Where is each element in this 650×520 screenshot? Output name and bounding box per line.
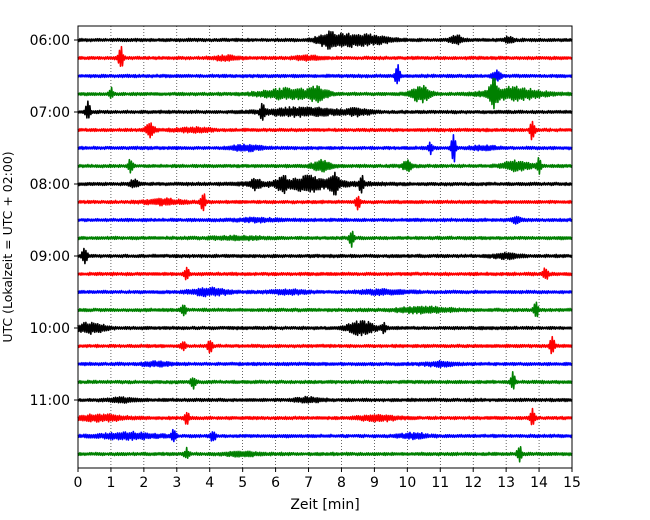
trace-row (77, 319, 573, 337)
y-tick-label: 08:00 (30, 177, 70, 193)
trace-rows (77, 30, 573, 463)
trace-row (77, 156, 573, 175)
trace-row (77, 215, 573, 225)
x-tick-label: 5 (238, 475, 247, 491)
y-tick-label: 09:00 (30, 249, 70, 265)
trace-row (77, 407, 573, 426)
y-axis-label: UTC (Lokalzeit = UTC + 02:00) (0, 151, 15, 342)
trace-row (77, 120, 573, 141)
trace-row (77, 64, 573, 85)
trace-row (77, 30, 573, 50)
trace-row (77, 266, 573, 281)
y-tick-label: 10:00 (30, 321, 70, 337)
trace-row (77, 171, 573, 196)
trace-row (77, 286, 573, 298)
y-tick-label: 07:00 (30, 105, 70, 121)
trace-row (77, 100, 573, 121)
x-tick-label: 15 (563, 475, 581, 491)
x-tick-label: 7 (304, 475, 313, 491)
trace-row (77, 301, 573, 318)
x-tick-label: 11 (431, 475, 449, 491)
trace-row (77, 395, 573, 404)
x-tick-label: 14 (530, 475, 548, 491)
trace-row (77, 335, 573, 355)
y-tick-label: 06:00 (30, 33, 70, 49)
plot-frame (77, 25, 573, 469)
trace-row (77, 371, 573, 390)
trace-row (77, 45, 573, 68)
x-tick-label: 1 (106, 475, 115, 491)
x-tick-label: 12 (464, 475, 482, 491)
trace-row (77, 193, 573, 212)
x-tick-label: 0 (74, 475, 83, 491)
x-tick-label: 13 (497, 475, 515, 491)
y-tick-label: 11:00 (30, 393, 70, 409)
y-axis-ticks: 06:00 07:00 08:00 09:00 10:00 11:00 (30, 33, 78, 409)
x-tick-label: 6 (271, 475, 280, 491)
x-tick-label: 4 (205, 475, 214, 491)
trace-row (77, 134, 573, 163)
trace-row (77, 428, 573, 443)
trace-row (77, 359, 573, 369)
x-tick-label: 3 (172, 475, 181, 491)
x-axis-label: Zeit [min] (290, 497, 359, 513)
x-tick-label: 2 (139, 475, 148, 491)
trace-row (77, 247, 573, 265)
x-axis-ticks: 0 1 2 3 4 5 6 7 8 9 10 11 12 13 14 15 (74, 468, 581, 491)
x-tick-label: 8 (337, 475, 346, 491)
x-tick-label: 9 (370, 475, 379, 491)
trace-row (77, 230, 573, 248)
trace-row (77, 446, 573, 463)
x-tick-label: 10 (398, 475, 416, 491)
trace-row (77, 77, 573, 110)
